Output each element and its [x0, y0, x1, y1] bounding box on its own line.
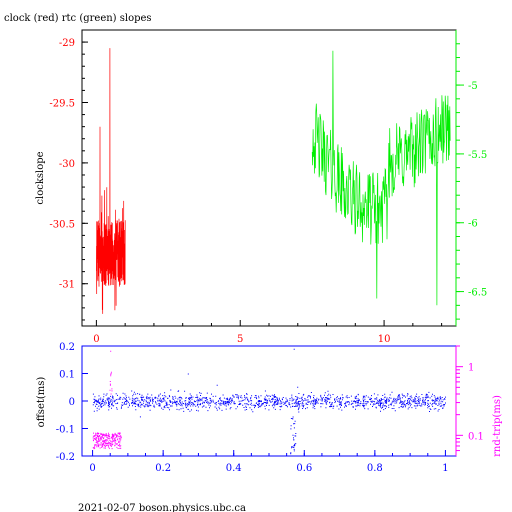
- bottom-series-blue: [92, 348, 447, 455]
- bottom-y2-axis-label: rnd-trip(ms): [492, 395, 503, 457]
- green-series-line: [311, 50, 451, 306]
- top-x-tick-label: 10: [378, 334, 391, 345]
- bottom-x-tick-label: 0.6: [296, 463, 312, 474]
- top-x-axis: 0 5 10: [93, 320, 443, 345]
- bottom-x-tick-label: 0.4: [226, 463, 242, 474]
- bottom-y-axis-label: offset(ms): [36, 377, 47, 428]
- bottom-y2-tick-label: 0.1: [468, 431, 484, 442]
- footer-text: 2021-02-07 boson.physics.ubc.ca: [78, 503, 246, 512]
- bottom-x-tick-label: 0.8: [367, 463, 383, 474]
- top-series-red: [96, 48, 126, 314]
- top-y-tick-label: -30.5: [49, 219, 75, 230]
- top-y-tick-label: -30: [59, 159, 75, 170]
- top-plot-frame: [81, 29, 457, 327]
- top-y2-tick-label: -6: [468, 219, 478, 230]
- bottom-y-axis-right: 10.1: [455, 345, 484, 456]
- top-x-tick-label: 5: [237, 334, 243, 345]
- magenta-series-points: [92, 350, 122, 450]
- bottom-x-axis: 0 0.2 0.4 0.6 0.8 1: [89, 450, 449, 474]
- bottom-x-tick-label: 1: [442, 463, 448, 474]
- chart-title: clock (red) rtc (green) slopes: [4, 13, 152, 24]
- top-x-tick-label: 0: [93, 334, 99, 345]
- bottom-y-tick-label: 0.1: [59, 370, 75, 381]
- top-series-green: [311, 50, 451, 306]
- top-y2-tick-label: -5.5: [468, 150, 487, 161]
- bottom-y-axis-left: 0.2 0.1 0 -0.1 -0.2: [56, 342, 88, 463]
- red-series-line: [96, 48, 126, 314]
- bottom-y2-tick-label: 1: [468, 363, 474, 374]
- top-y-axis-label: clockslope: [35, 151, 46, 204]
- top-chart: 0 5 10 -29 -29.5 -30 -30.5 -31 -5 -5.5 -6 -6.5 cl…: [35, 29, 487, 345]
- top-y-axis-right: -5 -5.5 -6 -6.5: [455, 30, 487, 326]
- top-y-tick-label: -29.5: [49, 98, 75, 109]
- top-y2-tick-label: -5: [468, 81, 478, 92]
- bottom-x-tick-label: 0.2: [155, 463, 171, 474]
- bottom-x-tick-label: 0: [89, 463, 95, 474]
- bottom-y-tick-label: -0.2: [56, 452, 75, 463]
- bottom-y-tick-label: 0: [69, 397, 75, 408]
- bottom-series-magenta: [92, 350, 122, 450]
- top-y-tick-label: -31: [59, 280, 75, 291]
- top-y2-tick-label: -6.5: [468, 288, 487, 299]
- bottom-chart: 0 0.2 0.4 0.6 0.8 1 0.20.10-0.1-0.2 10.1 offs…: [36, 342, 503, 474]
- top-y-axis-left: -29 -29.5 -30 -30.5 -31: [49, 38, 88, 321]
- top-y-tick-label: -29: [59, 38, 75, 49]
- bottom-y-tick-label: -0.1: [56, 425, 75, 436]
- blue-series-points: [92, 348, 447, 455]
- bottom-y-tick-label: 0.2: [59, 342, 75, 353]
